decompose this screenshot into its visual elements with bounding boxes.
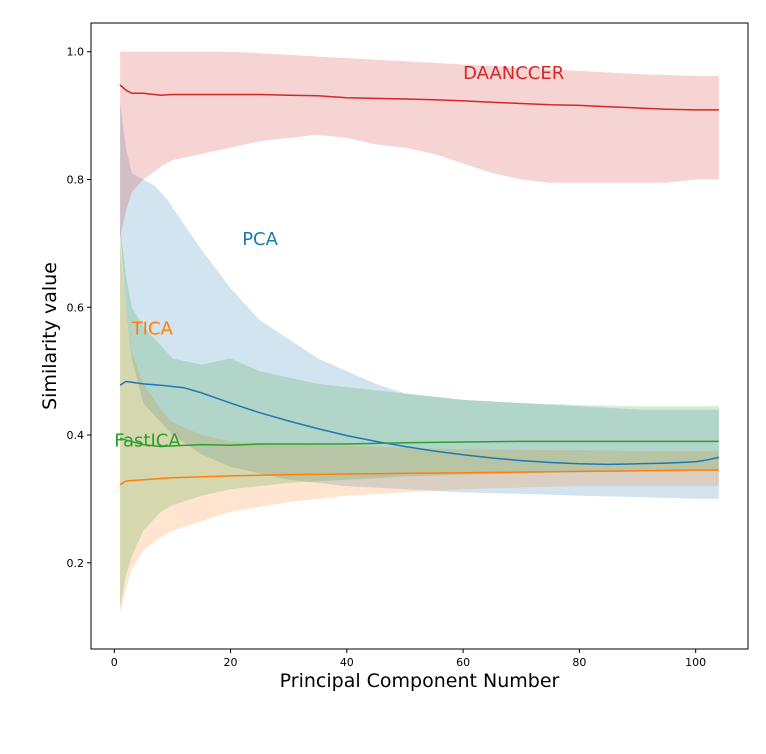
y-tick-label: 1.0	[67, 46, 85, 59]
x-tick-label: 80	[572, 656, 586, 669]
x-tick-label: 40	[340, 656, 354, 669]
pca-band	[120, 102, 719, 499]
x-tick-label: 20	[224, 656, 238, 669]
x-tick-label: 60	[456, 656, 470, 669]
series-lines	[119, 84, 720, 486]
pca-line	[119, 380, 720, 466]
y-tick-label: 0.2	[67, 557, 85, 570]
fastica-label: FastICA	[114, 430, 181, 451]
plot-frame	[90, 22, 749, 650]
y-tick-label: 0.4	[67, 429, 85, 442]
series-labels: PCA TICA FastICA DAANCCER	[114, 63, 564, 451]
pca-label: PCA	[242, 229, 278, 250]
x-tick-label: 100	[685, 656, 706, 669]
tica-line	[119, 469, 719, 486]
fastica-line	[119, 437, 719, 448]
tica-label: TICA	[131, 319, 174, 340]
x-axis-label: Principal Component Number	[280, 670, 560, 692]
daanccer-label: DAANCCER	[463, 63, 564, 84]
daanccer-line	[119, 84, 719, 111]
x-tick-label: 0	[111, 656, 118, 669]
confidence-bands	[120, 51, 719, 614]
x-axis-ticks: 0 20 40 60 80 100	[111, 649, 706, 669]
y-axis-ticks: 0.2 0.4 0.6 0.8 1.0	[67, 46, 91, 570]
fastica-band	[120, 224, 719, 608]
daanccer-band	[120, 51, 719, 238]
y-tick-label: 0.8	[67, 174, 85, 187]
y-tick-label: 0.6	[67, 301, 85, 314]
y-axis-label: Similarity value	[39, 262, 61, 410]
